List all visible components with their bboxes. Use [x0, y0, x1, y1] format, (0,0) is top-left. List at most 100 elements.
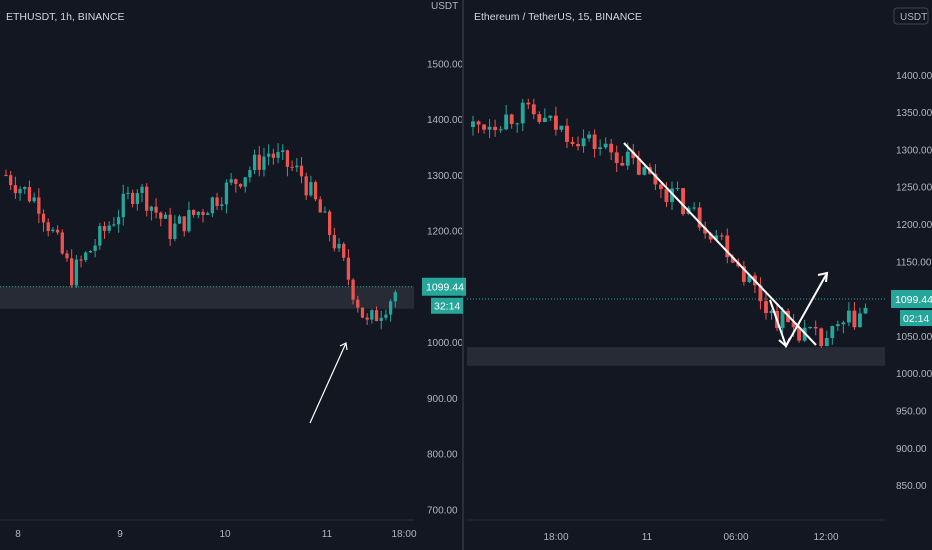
candle-body — [620, 162, 625, 166]
candle-body — [471, 121, 475, 127]
candle-body — [267, 153, 271, 157]
candle-body — [725, 235, 730, 258]
candle-body — [565, 125, 569, 142]
y-tick-label: 1300.00 — [896, 145, 932, 156]
candle-body — [570, 141, 575, 145]
x-tick-label: 18:00 — [543, 532, 568, 543]
candle-body — [159, 212, 163, 219]
candle-body — [295, 165, 299, 168]
candle-body — [41, 213, 46, 223]
candle-body — [116, 217, 121, 225]
candle-body — [598, 147, 603, 150]
candle-body — [675, 188, 680, 190]
candle-body — [93, 245, 97, 252]
candle-body — [681, 188, 685, 215]
candle-body — [88, 251, 93, 253]
candle-body — [356, 299, 360, 308]
candle-body — [360, 307, 365, 318]
candle-body — [592, 134, 597, 150]
y-tick-label: 1200.00 — [427, 227, 464, 238]
candle-body — [824, 338, 829, 347]
countdown-badge — [900, 310, 932, 327]
candle-body — [576, 144, 580, 147]
last-price-label: 1099.44 — [426, 282, 464, 294]
candle-body — [631, 151, 636, 159]
y-tick-label: 800.00 — [427, 450, 458, 461]
candle-body — [559, 125, 564, 130]
x-tick-label: 10 — [219, 529, 231, 540]
candle-body — [149, 206, 154, 211]
candle-body — [393, 292, 397, 302]
candle-body — [79, 259, 83, 261]
y-tick-label: 700.00 — [427, 505, 458, 516]
candle-body — [215, 197, 219, 206]
candle-body — [271, 153, 275, 158]
candle-body — [13, 185, 18, 194]
candle-body — [154, 206, 158, 213]
candle-body — [791, 322, 796, 328]
candle-body — [55, 229, 60, 233]
x-tick-label: 9 — [117, 529, 123, 540]
candle-body — [102, 226, 107, 231]
candle-body — [526, 102, 531, 105]
candle-body — [182, 216, 186, 232]
y-tick-label: 1500.00 — [427, 59, 464, 70]
candle-body — [852, 310, 857, 328]
y-tick-label: 1400.00 — [896, 71, 932, 82]
candle-body — [168, 214, 172, 240]
candle-body — [370, 310, 374, 320]
candle-body — [177, 216, 182, 224]
y-tick-label: 1200.00 — [896, 220, 932, 231]
candle-body — [323, 211, 327, 213]
candle-body — [659, 184, 663, 190]
candle-body — [224, 182, 229, 205]
candle-body — [487, 126, 492, 130]
candle-body — [276, 152, 280, 158]
candle-body — [140, 186, 144, 193]
candle-body — [252, 154, 257, 171]
x-tick-label: 12:00 — [813, 532, 838, 543]
candle-body — [70, 258, 74, 286]
candle-body — [332, 234, 336, 249]
candle-body — [692, 207, 697, 209]
candle-body — [9, 175, 13, 186]
left-pane-background — [0, 0, 416, 520]
candle-body — [509, 114, 514, 124]
candle-body — [84, 252, 88, 261]
y-tick-label: 900.00 — [896, 444, 927, 455]
candle-body — [74, 259, 78, 286]
candle-body — [858, 313, 862, 328]
y-tick-label: 900.00 — [427, 394, 458, 405]
y-tick-label: 1300.00 — [427, 171, 464, 182]
y-tick-label: 1000.00 — [427, 338, 464, 349]
projection-arrow-down — [778, 337, 791, 348]
arrow-head — [339, 342, 348, 351]
y-tick-label: 1000.00 — [896, 369, 932, 380]
candle-body — [493, 126, 498, 131]
y-tick-label: 1150.00 — [896, 257, 932, 268]
candle-body — [210, 197, 215, 214]
candle-body — [819, 328, 824, 347]
candle-body — [309, 182, 313, 196]
candle-body — [46, 222, 50, 232]
candle-body — [37, 197, 41, 214]
candle-body — [830, 326, 835, 339]
candle-body — [609, 143, 614, 153]
candle-body — [342, 243, 346, 258]
candle-body — [290, 166, 294, 168]
candle-body — [515, 123, 520, 125]
trendline — [623, 142, 817, 346]
candle-body — [201, 211, 205, 215]
candle-body — [498, 129, 503, 131]
candle-body — [769, 310, 774, 314]
user-drawings — [309, 142, 829, 424]
candle-body — [504, 114, 509, 130]
currency-button[interactable] — [893, 7, 929, 25]
candle-body — [703, 227, 708, 234]
candle-body — [191, 209, 196, 215]
candle-body — [379, 317, 383, 322]
support-zone — [0, 286, 414, 309]
candle-body — [112, 224, 116, 226]
left-axis-unit: USDT — [431, 1, 458, 12]
candle-body — [131, 192, 135, 205]
